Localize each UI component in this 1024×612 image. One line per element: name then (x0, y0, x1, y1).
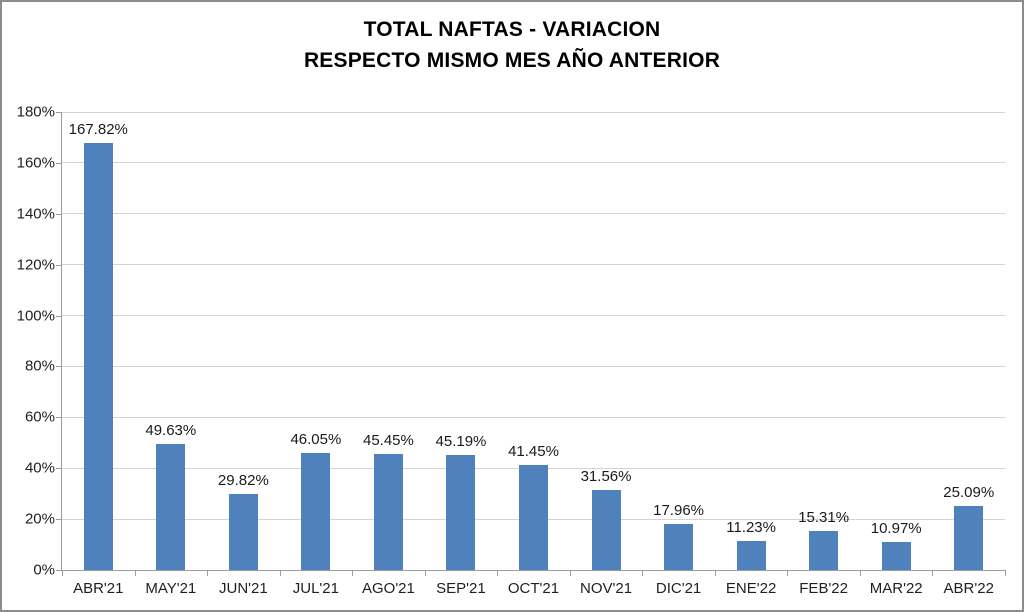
x-axis-tick (280, 571, 281, 576)
bar-ABR'21[interactable] (83, 143, 113, 570)
x-axis-tick (860, 571, 861, 576)
y-axis-tick-label: 140% (16, 205, 55, 223)
x-axis-tick (352, 571, 353, 576)
y-axis-tick-label: 120% (16, 256, 55, 274)
chart-title: TOTAL NAFTAS - VARIACION RESPECTO MISMO … (0, 14, 1024, 76)
x-axis-category-label-ENE'22: ENE'22 (725, 580, 777, 597)
y-axis-tick-label: 100% (16, 307, 55, 325)
bar-value-label-DIC'21: 17.96% (653, 502, 704, 520)
bar-value-label-JUL'21: 46.05% (290, 430, 342, 448)
bar-value-label-ENE'22: 11.23% (726, 519, 776, 537)
y-axis-tick-label: 20% (24, 510, 55, 528)
y-axis-tick-label: 0% (33, 561, 55, 579)
y-axis-tick (56, 519, 61, 521)
x-axis-category-label-DIC'21: DIC'21 (655, 580, 702, 597)
bar-value-label-ABR'22: 25.09% (943, 484, 995, 502)
bar-NOV'21[interactable] (591, 489, 621, 570)
bar-value-label-ABR'21: 167.82% (68, 121, 128, 138)
x-axis-tick (715, 571, 716, 576)
x-axis-category-label-OCT'21: OCT'21 (507, 580, 560, 597)
y-axis-line (61, 112, 62, 571)
y-axis-tick (56, 315, 61, 317)
gridline-100% (62, 315, 1005, 317)
y-axis-tick (56, 570, 61, 571)
x-axis-category-label-MAR'22: MAR'22 (869, 580, 923, 597)
y-axis-tick-label: 40% (24, 459, 55, 477)
chart-title-line-2: RESPECTO MISMO MES AÑO ANTERIOR (303, 49, 721, 72)
x-axis-category-label-JUN'21: JUN'21 (218, 580, 268, 597)
x-axis-tick (787, 571, 788, 576)
bar-OCT'21[interactable] (519, 464, 548, 570)
bar-MAY'21[interactable] (156, 443, 186, 570)
x-axis-tick (425, 571, 426, 576)
x-axis-tick (1005, 571, 1006, 576)
bar-DIC'21[interactable] (664, 524, 694, 570)
x-axis-tick (497, 571, 498, 576)
gridline-180% (62, 111, 1005, 113)
x-axis-category-label-FEB'22: FEB'22 (799, 580, 849, 597)
x-axis-category-label-NOV'21: NOV'21 (580, 580, 633, 597)
x-axis-tick (135, 571, 136, 576)
gridline-80% (62, 365, 1005, 367)
y-axis-tick (56, 417, 61, 419)
x-axis-tick (570, 571, 571, 576)
bar-value-label-FEB'22: 15.31% (798, 509, 850, 527)
bar-value-label-AGO'21: 45.45% (362, 432, 414, 450)
x-axis-category-label-AGO'21: AGO'21 (361, 580, 415, 597)
bar-AGO'21[interactable] (373, 454, 403, 570)
y-axis-tick (56, 213, 61, 215)
y-axis-tick-label: 160% (16, 154, 55, 172)
x-axis-tick (932, 571, 933, 576)
bar-value-label-MAR'22: 10.97% (870, 520, 922, 538)
bar-FEB'22[interactable] (809, 531, 839, 570)
x-axis-category-label-SEP'21: SEP'21 (436, 580, 486, 597)
chart-title-line-1: TOTAL NAFTAS - VARIACION (363, 18, 661, 41)
x-axis-tick (642, 571, 643, 576)
bar-ABR'22[interactable] (954, 506, 984, 570)
x-axis-tick (62, 571, 63, 576)
y-axis-tick-label: 180% (16, 103, 55, 121)
bar-value-label-MAY'21: 49.63% (145, 421, 197, 439)
x-axis-category-label-JUL'21: JUL'21 (292, 580, 339, 597)
bar-value-label-OCT'21: 41.45% (508, 442, 559, 460)
gridline-60% (62, 416, 1005, 418)
y-axis-tick (56, 264, 61, 266)
y-axis-tick-label: 60% (24, 408, 55, 426)
gridline-120% (62, 264, 1005, 266)
bar-MAR'22[interactable] (881, 542, 911, 570)
bar-ENE'22[interactable] (736, 541, 766, 570)
y-axis-tick (56, 162, 61, 164)
y-axis-tick (56, 112, 61, 113)
y-axis-tick (56, 366, 61, 368)
gridline-140% (62, 213, 1005, 215)
y-axis-tick-label: 80% (24, 357, 55, 375)
bar-value-label-NOV'21: 31.56% (580, 467, 632, 485)
x-axis-category-label-MAY'21: MAY'21 (145, 580, 197, 597)
x-axis-category-label-ABR'21: ABR'21 (73, 580, 124, 597)
bar-JUN'21[interactable] (228, 494, 258, 570)
bar-SEP'21[interactable] (446, 455, 476, 570)
bar-value-label-JUN'21: 29.82% (217, 472, 269, 490)
y-axis-tick (56, 468, 61, 470)
bar-value-label-SEP'21: 45.19% (435, 433, 487, 451)
x-axis-category-label-ABR'22: ABR'22 (943, 580, 994, 597)
bar-JUL'21[interactable] (301, 452, 331, 570)
x-axis-line (62, 570, 1006, 571)
x-axis-tick (207, 571, 208, 576)
gridline-160% (62, 162, 1005, 164)
plot-area: 167.82% 49.63% 29.82% 46.05% 45.45% 45.19% 41.… (62, 111, 1005, 570)
